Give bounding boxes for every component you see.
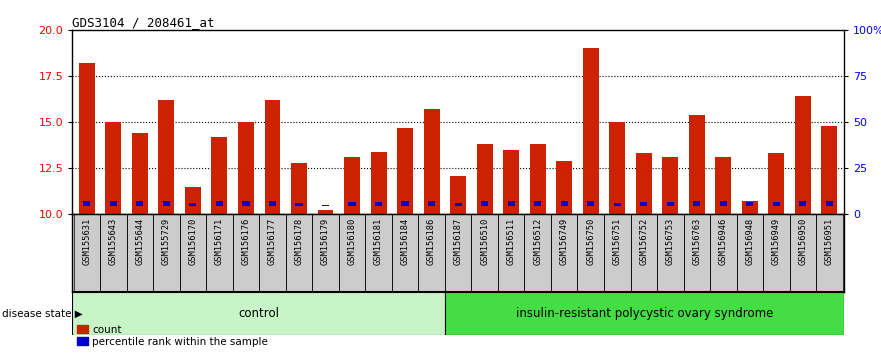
Bar bbox=[424, 109, 440, 214]
Bar bbox=[242, 201, 249, 206]
Bar bbox=[667, 202, 674, 206]
Text: GSM156170: GSM156170 bbox=[189, 218, 197, 265]
Bar bbox=[137, 201, 144, 206]
Bar bbox=[83, 201, 91, 206]
Bar bbox=[795, 96, 811, 214]
Text: GSM156511: GSM156511 bbox=[507, 218, 515, 265]
Bar bbox=[189, 203, 196, 206]
Legend: count, percentile rank within the sample: count, percentile rank within the sample bbox=[78, 325, 268, 347]
Text: GSM156750: GSM156750 bbox=[586, 218, 596, 265]
Text: GSM156187: GSM156187 bbox=[454, 218, 463, 265]
Text: GDS3104 / 208461_at: GDS3104 / 208461_at bbox=[72, 16, 215, 29]
Bar bbox=[163, 201, 170, 206]
Text: GSM156180: GSM156180 bbox=[347, 218, 357, 265]
Text: GSM156950: GSM156950 bbox=[798, 218, 807, 265]
Bar bbox=[663, 157, 678, 214]
Bar bbox=[529, 144, 545, 214]
Bar bbox=[556, 161, 572, 214]
Text: GSM156184: GSM156184 bbox=[401, 218, 410, 265]
Text: GSM156512: GSM156512 bbox=[533, 218, 542, 265]
Bar bbox=[291, 162, 307, 214]
Text: GSM156948: GSM156948 bbox=[745, 218, 754, 265]
Bar bbox=[211, 137, 227, 214]
Bar bbox=[507, 201, 515, 206]
Bar bbox=[264, 100, 280, 214]
Text: GSM156181: GSM156181 bbox=[374, 218, 383, 265]
Bar bbox=[481, 201, 488, 206]
Text: disease state ▶: disease state ▶ bbox=[2, 308, 83, 318]
Bar bbox=[715, 157, 731, 214]
Bar bbox=[720, 201, 727, 206]
Bar bbox=[317, 211, 334, 214]
Bar bbox=[106, 122, 122, 214]
Bar bbox=[371, 152, 387, 214]
Text: control: control bbox=[238, 307, 279, 320]
Bar bbox=[216, 201, 223, 206]
Text: GSM156749: GSM156749 bbox=[559, 218, 569, 265]
Bar bbox=[693, 201, 700, 206]
Bar bbox=[455, 203, 462, 206]
Bar bbox=[110, 201, 117, 206]
Bar bbox=[445, 292, 844, 335]
Bar bbox=[746, 202, 753, 206]
Bar bbox=[450, 176, 466, 214]
Bar bbox=[132, 133, 148, 214]
Bar bbox=[295, 203, 302, 206]
Bar bbox=[344, 157, 360, 214]
Text: GSM156951: GSM156951 bbox=[825, 218, 834, 265]
Bar bbox=[477, 144, 492, 214]
Text: GSM156752: GSM156752 bbox=[640, 218, 648, 265]
Text: GSM156949: GSM156949 bbox=[772, 218, 781, 265]
Bar bbox=[742, 201, 758, 214]
Text: GSM155643: GSM155643 bbox=[109, 218, 118, 265]
Bar bbox=[159, 100, 174, 214]
Text: GSM156178: GSM156178 bbox=[294, 218, 303, 265]
Text: GSM156753: GSM156753 bbox=[666, 218, 675, 265]
Text: GSM156176: GSM156176 bbox=[241, 218, 250, 265]
Text: GSM155631: GSM155631 bbox=[82, 218, 92, 265]
Bar bbox=[636, 153, 652, 214]
Text: GSM156946: GSM156946 bbox=[719, 218, 728, 265]
Bar bbox=[428, 201, 435, 206]
Bar bbox=[773, 202, 780, 206]
Bar bbox=[79, 63, 95, 214]
Bar bbox=[825, 201, 833, 206]
Bar bbox=[185, 187, 201, 214]
Text: insulin-resistant polycystic ovary syndrome: insulin-resistant polycystic ovary syndr… bbox=[515, 307, 774, 320]
Bar bbox=[397, 128, 413, 214]
Bar bbox=[614, 203, 621, 206]
Bar bbox=[269, 201, 276, 206]
Bar bbox=[72, 292, 445, 335]
Bar bbox=[640, 202, 648, 206]
Bar bbox=[322, 205, 329, 206]
Text: GSM156763: GSM156763 bbox=[692, 218, 701, 265]
Text: GSM156177: GSM156177 bbox=[268, 218, 277, 265]
Bar bbox=[689, 115, 705, 214]
Text: GSM156186: GSM156186 bbox=[427, 218, 436, 265]
Bar bbox=[503, 150, 519, 214]
Bar bbox=[402, 201, 409, 206]
Text: GSM156751: GSM156751 bbox=[613, 218, 622, 265]
Bar bbox=[587, 201, 595, 206]
Bar bbox=[610, 122, 626, 214]
Text: GSM156179: GSM156179 bbox=[321, 218, 330, 265]
Text: GSM156171: GSM156171 bbox=[215, 218, 224, 265]
Bar bbox=[534, 201, 541, 206]
Bar bbox=[349, 202, 356, 206]
Bar bbox=[238, 122, 254, 214]
Bar bbox=[560, 201, 567, 206]
Bar bbox=[375, 202, 382, 206]
Text: GSM156510: GSM156510 bbox=[480, 218, 489, 265]
Bar bbox=[821, 126, 837, 214]
Bar bbox=[768, 153, 784, 214]
Text: GSM155729: GSM155729 bbox=[162, 218, 171, 265]
Text: GSM155644: GSM155644 bbox=[136, 218, 144, 265]
Bar bbox=[799, 201, 806, 206]
Bar bbox=[582, 48, 599, 214]
